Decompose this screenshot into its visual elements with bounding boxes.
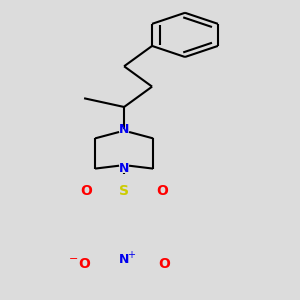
Text: S: S xyxy=(119,184,129,198)
Text: −: − xyxy=(68,254,78,264)
Text: O: O xyxy=(158,257,170,271)
Text: N: N xyxy=(119,162,129,175)
Text: N: N xyxy=(119,123,129,136)
Text: N: N xyxy=(119,253,129,266)
Text: O: O xyxy=(78,257,90,271)
Text: +: + xyxy=(127,250,135,260)
Text: O: O xyxy=(80,184,92,198)
Text: O: O xyxy=(156,184,168,198)
